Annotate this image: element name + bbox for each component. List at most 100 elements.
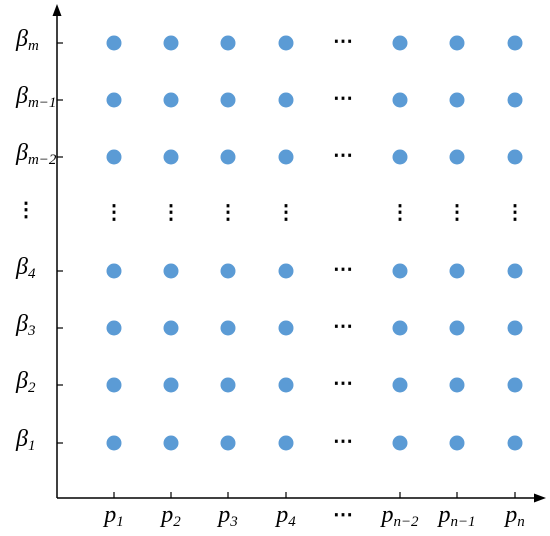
x-label: p2 — [159, 502, 181, 531]
x-label-sub: n−2 — [393, 514, 419, 530]
x-label-sub: 3 — [229, 514, 238, 530]
y-label-sub: 3 — [27, 323, 36, 339]
v-ellipsis: ⋮ — [447, 202, 467, 224]
grid-dot — [220, 263, 236, 279]
y-axis-arrow — [52, 4, 62, 16]
grid-dot — [163, 320, 179, 336]
grid-dot — [507, 35, 523, 51]
grid-dot — [163, 92, 179, 108]
x-label: p4 — [274, 502, 296, 531]
x-label-sub: n — [517, 514, 525, 530]
y-label: ⋮ — [16, 199, 36, 221]
y-label: βm−2 — [15, 140, 57, 169]
x-label-base: p — [436, 502, 450, 528]
grid-dot — [449, 320, 465, 336]
grid-dot — [220, 149, 236, 165]
grid-dot — [220, 435, 236, 451]
y-label-sub: 1 — [28, 438, 36, 454]
grid-dot — [449, 35, 465, 51]
x-label-base: p — [274, 502, 288, 528]
x-label-sub: 2 — [173, 514, 181, 530]
x-label: ⋯ — [333, 504, 353, 526]
y-label: β4 — [15, 254, 36, 283]
y-label: β2 — [15, 368, 36, 397]
x-label: pn−1 — [436, 502, 475, 531]
grid-dot — [278, 92, 294, 108]
grid-dot — [163, 149, 179, 165]
y-label: βm−1 — [15, 83, 56, 112]
v-ellipsis: ⋮ — [161, 202, 181, 224]
grid-dot — [392, 320, 408, 336]
grid-dot — [507, 263, 523, 279]
grid-dot — [278, 320, 294, 336]
grid-dot — [278, 377, 294, 393]
grid-dot — [220, 92, 236, 108]
grid-dot — [106, 92, 122, 108]
grid-dot — [106, 320, 122, 336]
x-axis-arrow — [534, 493, 546, 503]
v-ellipsis: ⋮ — [104, 202, 124, 224]
grid-dot — [163, 263, 179, 279]
grid-dot — [449, 263, 465, 279]
y-label-base: β — [15, 254, 28, 280]
h-ellipsis: ⋯ — [333, 259, 353, 281]
y-label: βm — [15, 26, 39, 55]
grid-dot — [278, 149, 294, 165]
x-label-sub: 4 — [288, 514, 296, 530]
h-ellipsis: ⋯ — [333, 88, 353, 110]
y-label-base: β — [15, 26, 28, 52]
grid-dot — [392, 377, 408, 393]
x-label-base: p — [102, 502, 116, 528]
x-label: p1 — [102, 502, 124, 531]
grid-dot — [392, 149, 408, 165]
grid-dot — [449, 377, 465, 393]
v-ellipsis: ⋮ — [276, 202, 296, 224]
grid-dot — [392, 263, 408, 279]
grid-dot — [507, 377, 523, 393]
y-label-base: β — [15, 426, 28, 452]
y-label-sub: 2 — [28, 380, 36, 396]
grid-dot — [507, 149, 523, 165]
h-ellipsis: ⋯ — [333, 373, 353, 395]
grid-dot — [163, 377, 179, 393]
grid-dot — [106, 435, 122, 451]
x-label-base: p — [503, 502, 517, 528]
y-label-base: β — [15, 83, 28, 109]
grid-dot — [449, 149, 465, 165]
grid-dot — [106, 35, 122, 51]
y-label: β1 — [15, 426, 35, 455]
y-label-sub: m — [28, 38, 39, 54]
grid-dot — [507, 92, 523, 108]
grid-dot — [220, 320, 236, 336]
y-label-base: ⋮ — [16, 199, 36, 221]
h-ellipsis: ⋯ — [333, 31, 353, 53]
x-label-base: p — [379, 502, 393, 528]
h-ellipsis: ⋯ — [333, 145, 353, 167]
x-label: pn−2 — [379, 502, 419, 531]
v-ellipsis: ⋮ — [390, 202, 410, 224]
x-label-base: p — [159, 502, 173, 528]
x-label-sub: 1 — [116, 514, 124, 530]
x-label-sub: n−1 — [450, 514, 475, 530]
grid-dot — [220, 377, 236, 393]
grid-dot — [278, 263, 294, 279]
grid-dot — [392, 35, 408, 51]
h-ellipsis: ⋯ — [333, 316, 353, 338]
grid-dot — [392, 92, 408, 108]
grid-dot — [449, 92, 465, 108]
x-label: p3 — [216, 502, 238, 531]
grid-dot — [106, 149, 122, 165]
grid-dot — [278, 35, 294, 51]
y-label-sub: 4 — [28, 266, 36, 282]
h-ellipsis: ⋯ — [333, 431, 353, 453]
x-label-base: ⋯ — [333, 504, 353, 526]
grid-dot — [507, 320, 523, 336]
grid-dot — [106, 377, 122, 393]
y-label-base: β — [15, 368, 28, 394]
v-ellipsis: ⋮ — [505, 202, 525, 224]
grid-dot — [106, 263, 122, 279]
y-label-sub: m−1 — [28, 95, 56, 111]
grid-dot — [163, 435, 179, 451]
grid-dot — [507, 435, 523, 451]
